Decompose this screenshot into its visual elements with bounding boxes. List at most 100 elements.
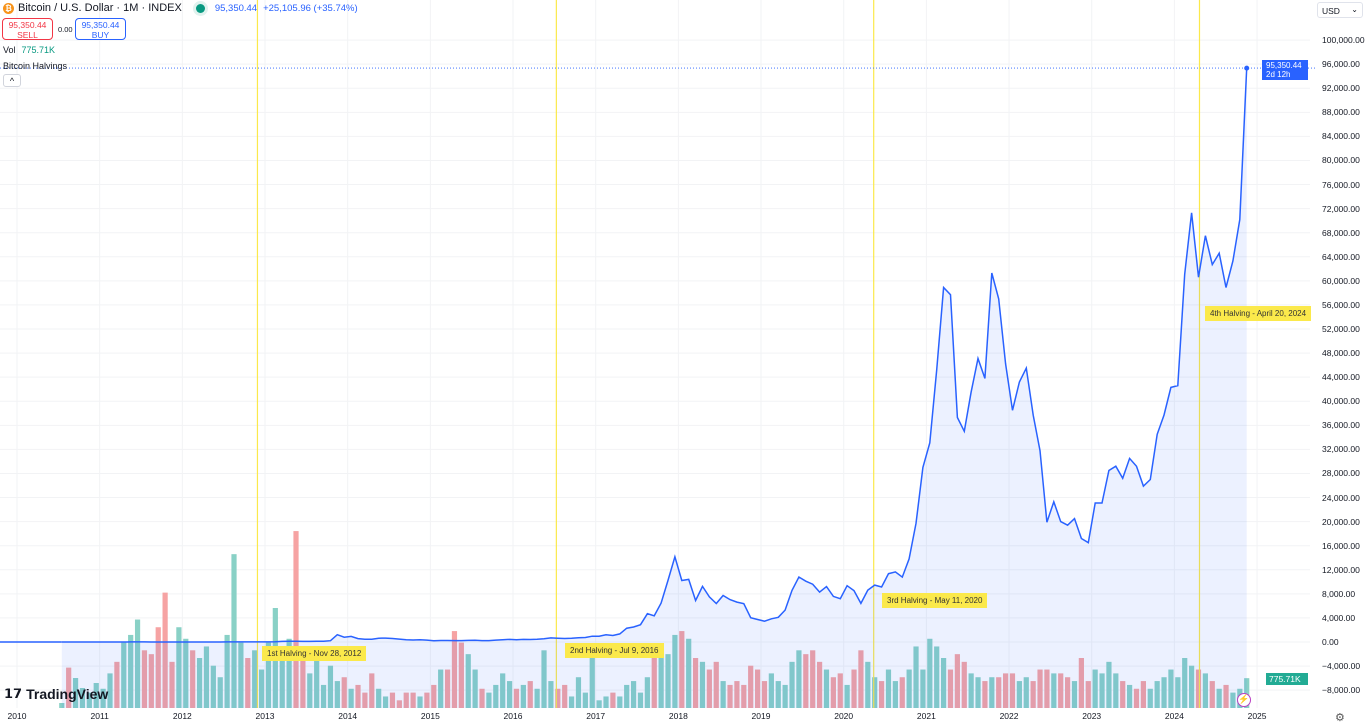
volume-bar <box>610 692 616 708</box>
volume-bar <box>1071 681 1078 708</box>
volume-bar <box>555 688 561 708</box>
volume-bar <box>520 684 526 708</box>
brand-name: TradingView <box>26 686 109 702</box>
indicator-legend[interactable]: Bitcoin Halvings <box>3 61 68 71</box>
lightning-icon[interactable]: ⚡ <box>1237 693 1251 707</box>
price-tick-label: 28,000.00 <box>1322 468 1360 479</box>
volume-bar <box>940 658 947 708</box>
price-change: +25,105.96 (+35.74%) <box>263 2 358 14</box>
volume-bar <box>975 677 981 708</box>
volume-bar <box>1209 681 1215 708</box>
volume-bar <box>1140 681 1146 708</box>
volume-bar <box>803 654 809 708</box>
time-tick-label: 2017 <box>586 711 606 721</box>
volume-bar <box>486 692 492 708</box>
price-tick-label: 12,000.00 <box>1322 564 1360 575</box>
volume-bar <box>596 700 602 708</box>
tradingview-logo[interactable]: 𝟭𝟳 TradingView <box>4 686 108 702</box>
price-line <box>61 68 1248 643</box>
symbol-title[interactable]: Bitcoin / U.S. Dollar · 1M · INDEX <box>18 2 182 14</box>
volume-bar <box>713 661 719 708</box>
volume-bar <box>1133 688 1140 708</box>
volume-bar <box>706 669 712 708</box>
volume-bar <box>534 688 540 708</box>
volume-bar <box>1092 669 1098 708</box>
volume-bar <box>1002 673 1009 708</box>
volume-bar <box>451 631 458 708</box>
volume-bar <box>1037 669 1043 708</box>
volume-bar <box>66 667 72 708</box>
volume-bar <box>761 681 768 708</box>
price-tick-label: 16,000.00 <box>1322 540 1360 551</box>
sell-button[interactable]: 95,350.44 SELL <box>2 18 53 40</box>
volume-bar <box>265 642 272 708</box>
price-tick-label: 8,000.00 <box>1322 588 1356 599</box>
volume-bar <box>224 634 230 708</box>
volume-bar <box>872 677 878 708</box>
buy-button[interactable]: 95,350.44 BUY <box>75 18 126 40</box>
price-tick-label: 48,000.00 <box>1322 348 1360 359</box>
time-tick-label: 2024 <box>1164 711 1184 721</box>
volume-bar <box>1127 684 1133 708</box>
currency-select[interactable]: USD ⌄ <box>1317 2 1363 18</box>
volume-bar <box>527 681 533 708</box>
halving-label[interactable]: 2nd Halving - Jul 9, 2016 <box>565 643 664 658</box>
volume-bar <box>837 673 843 708</box>
volume-bar <box>568 696 575 708</box>
halving-label[interactable]: 4th Halving - April 20, 2024 <box>1205 306 1312 321</box>
volume-bar <box>989 677 995 708</box>
volume-bar <box>176 627 182 708</box>
price-tick-label: 68,000.00 <box>1322 227 1360 238</box>
time-tick-label: 2021 <box>916 711 936 721</box>
volume-bar <box>906 669 912 708</box>
settings-icon[interactable]: ⚙ <box>1335 712 1345 724</box>
volume-bar <box>245 658 251 708</box>
volume-bar <box>1154 681 1160 708</box>
volume-bar <box>203 646 210 708</box>
volume-bar <box>1009 673 1016 708</box>
volume-bar <box>238 642 244 708</box>
last-price-tag: 95,350.44 2d 12h <box>1262 60 1308 80</box>
volume-bar <box>1182 658 1188 708</box>
volume-bar <box>300 658 306 708</box>
volume-bar <box>1168 669 1174 708</box>
price-tick-label: 0.00 <box>1322 637 1339 647</box>
price-tick-label: 4,000.00 <box>1322 612 1356 623</box>
price-tick-label: 96,000.00 <box>1322 59 1360 70</box>
volume-bar <box>934 646 940 708</box>
volume-bar <box>892 681 898 708</box>
volume-bar <box>183 638 189 708</box>
spread: 0.00 <box>58 25 73 34</box>
volume-bar <box>1175 677 1181 708</box>
volume-bar <box>672 634 678 708</box>
volume-bar <box>651 650 657 708</box>
collapse-legend-button[interactable]: ^ <box>3 74 21 87</box>
volume-bar <box>128 634 134 708</box>
volume-bar <box>899 677 905 708</box>
volume-bar <box>1147 688 1153 708</box>
price-tick-label: 32,000.00 <box>1322 444 1360 455</box>
last-price: 95,350.44 <box>214 2 258 14</box>
volume-bar <box>141 650 148 708</box>
halving-label[interactable]: 1st Halving - Nov 28, 2012 <box>262 646 367 661</box>
halving-label[interactable]: 3rd Halving - May 11, 2020 <box>882 593 988 608</box>
volume-bar <box>376 688 382 708</box>
tradingview-logo-icon: 𝟭𝟳 <box>4 686 23 701</box>
volume-bar <box>1085 681 1091 708</box>
volume-bar <box>258 669 265 708</box>
volume-bar <box>1113 673 1119 708</box>
price-tick-label: 84,000.00 <box>1322 131 1360 142</box>
volume-bar <box>954 654 960 708</box>
volume-value: 775.71K <box>21 45 56 55</box>
volume-bar <box>982 681 988 708</box>
volume-bar <box>768 673 774 708</box>
volume-bar <box>754 669 761 708</box>
volume-bar <box>1202 673 1208 708</box>
volume-bar <box>1195 669 1202 708</box>
volume-legend: Vol 775.71K <box>3 45 55 55</box>
volume-bar <box>603 696 609 708</box>
volume-bar <box>810 650 816 708</box>
volume-bar <box>307 673 313 708</box>
time-tick-label: 2019 <box>751 711 771 721</box>
